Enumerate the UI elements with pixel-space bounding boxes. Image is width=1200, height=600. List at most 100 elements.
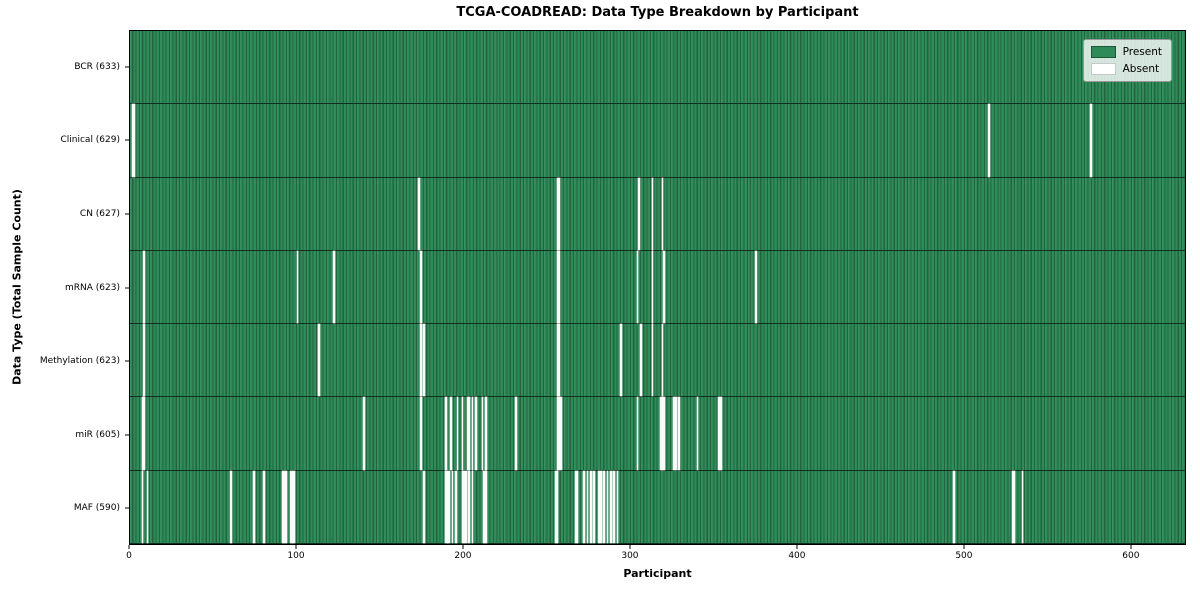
absent-mark <box>661 177 664 250</box>
heatmap-row-CN <box>130 177 1185 251</box>
absent-mark <box>988 104 990 177</box>
legend-item-present: Present <box>1090 46 1162 58</box>
absent-mark <box>556 250 559 324</box>
legend-item-absent: Absent <box>1090 63 1162 75</box>
absent-mark <box>450 397 452 470</box>
y-axis: BCR (633) Clinical (629) CN (627) mRNA (623… <box>0 30 129 545</box>
chart-title: TCGA-COADREAD: Data Type Breakdown by Pa… <box>456 5 859 20</box>
absent-mark <box>558 324 560 397</box>
legend-label-absent: Absent <box>1122 63 1160 75</box>
heatmap-row-Methylation <box>130 324 1185 398</box>
y-tick-label-miR: miR (605) <box>75 429 120 440</box>
absent-mark <box>143 397 145 470</box>
x-tick-label-300: 300 <box>621 551 639 561</box>
y-tick-mark <box>125 360 129 362</box>
absent-mark <box>576 470 579 543</box>
x-tick-mark <box>629 545 631 549</box>
x-tick-label-100: 100 <box>287 551 305 561</box>
absent-mark <box>461 397 464 470</box>
y-tick-label-mRNA: mRNA (623) <box>65 282 120 293</box>
absent-mark <box>556 397 559 470</box>
absent-mark <box>556 177 559 250</box>
absent-mark <box>636 397 639 470</box>
absent-mark <box>143 324 145 397</box>
absent-mark <box>651 177 654 250</box>
absent-mark <box>556 324 559 397</box>
absent-mark <box>420 397 422 470</box>
absent-mark <box>471 397 474 470</box>
y-tick-label-Methylation: Methylation (623) <box>39 356 120 367</box>
absent-mark <box>675 397 677 470</box>
x-tick-label-200: 200 <box>454 551 472 561</box>
absent-mark <box>661 397 664 470</box>
absent-mark <box>603 470 605 543</box>
absent-mark <box>423 324 425 397</box>
absent-mark <box>455 470 457 543</box>
heatmap-row-miR <box>130 397 1185 471</box>
x-tick-label-500: 500 <box>955 551 973 561</box>
y-tick-label-BCR: BCR (633) <box>74 61 120 72</box>
x-tick-mark <box>796 545 798 549</box>
absent-mark <box>253 470 255 543</box>
absent-mark <box>638 177 640 250</box>
absent-mark <box>141 470 144 543</box>
absent-mark <box>660 397 662 470</box>
heatmap-row-MAF <box>130 470 1185 544</box>
absent-mark <box>663 250 665 324</box>
absent-mark <box>575 470 577 543</box>
absent-mark <box>718 397 720 470</box>
absent-mark <box>466 397 469 470</box>
absent-mark <box>593 470 595 543</box>
x-tick-mark <box>1130 545 1132 549</box>
x-tick-mark <box>963 545 965 549</box>
x-tick-label-0: 0 <box>126 551 132 561</box>
absent-mark <box>293 470 295 543</box>
absent-mark <box>463 470 465 543</box>
absent-mark <box>606 470 609 543</box>
absent-mark <box>678 397 680 470</box>
absent-mark <box>590 470 592 543</box>
absent-mark <box>673 397 675 470</box>
absent-mark <box>953 470 955 543</box>
absent-mark <box>560 397 562 470</box>
absent-mark <box>448 470 450 543</box>
y-tick-mark <box>125 287 129 288</box>
absent-mark <box>263 470 265 543</box>
absent-mark <box>556 470 559 543</box>
absent-mark <box>283 470 285 543</box>
absent-mark <box>558 177 560 250</box>
absent-mark <box>468 470 470 543</box>
absent-mark <box>146 470 149 543</box>
absent-mark <box>598 470 600 543</box>
absent-mark <box>133 104 135 177</box>
absent-mark <box>291 470 294 543</box>
x-tick-label-600: 600 <box>1122 551 1140 561</box>
absent-mark <box>285 470 287 543</box>
absent-mark <box>558 397 560 470</box>
absent-mark <box>456 397 459 470</box>
absent-mark <box>651 250 654 324</box>
x-tick-mark <box>128 545 130 549</box>
absent-mark <box>475 397 477 470</box>
heatmap-row-mRNA <box>130 250 1185 325</box>
legend-label-present: Present <box>1122 46 1162 58</box>
x-tick-label-400: 400 <box>788 551 806 561</box>
legend: Present Absent <box>1082 39 1172 82</box>
y-tick-mark <box>125 213 129 215</box>
y-tick-label-MAF: MAF (590) <box>73 503 120 514</box>
absent-mark <box>558 250 560 324</box>
absent-mark <box>485 470 487 543</box>
absent-mark <box>640 324 642 397</box>
absent-mark <box>613 470 615 543</box>
absent-mark <box>468 397 470 470</box>
absent-mark <box>586 470 589 543</box>
absent-mark <box>471 470 474 543</box>
x-tick-mark <box>462 545 464 549</box>
absent-mark <box>483 470 485 543</box>
y-tick-mark <box>125 139 129 141</box>
absent-mark <box>318 324 320 397</box>
y-tick-mark <box>125 507 129 509</box>
y-tick-label-CN: CN (627) <box>79 208 120 219</box>
absent-mark <box>420 250 422 324</box>
